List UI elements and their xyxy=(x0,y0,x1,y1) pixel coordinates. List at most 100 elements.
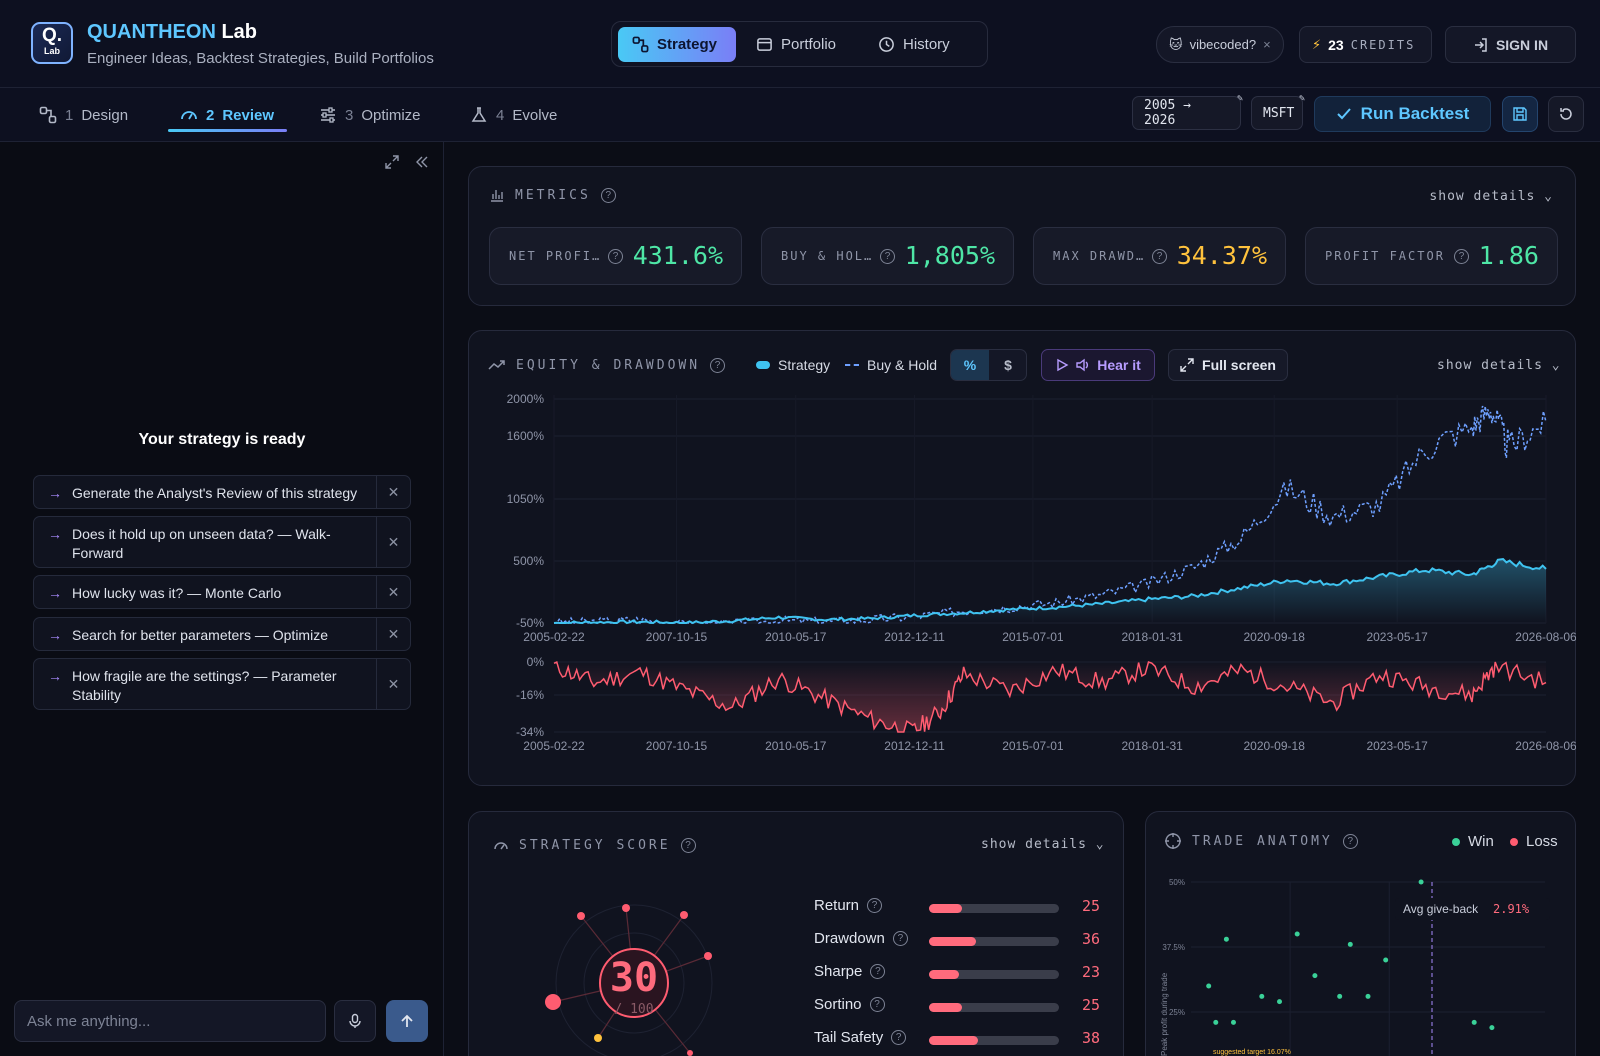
date-range-label: 2005 → 2026 xyxy=(1144,98,1191,128)
refresh-icon xyxy=(1560,108,1572,120)
mode-history-button[interactable]: History xyxy=(864,27,964,62)
score-total: 30 xyxy=(610,955,658,1001)
y-tick-label: 25% xyxy=(1169,1008,1185,1017)
strategy-area xyxy=(554,559,1546,623)
help-icon[interactable]: ? xyxy=(1152,249,1167,264)
metric-value: 1,805% xyxy=(904,241,995,270)
score-category-label: Tail Safety xyxy=(814,1029,884,1046)
dismiss-icon[interactable]: ✕ xyxy=(376,618,410,650)
credits-label: CREDITS xyxy=(1350,37,1416,52)
score-show-details[interactable]: show details ⌄ xyxy=(981,837,1105,852)
legend-win[interactable]: Win xyxy=(1452,833,1494,850)
expand-icon[interactable] xyxy=(384,154,400,170)
clock-icon xyxy=(879,37,894,52)
full-screen-button[interactable]: Full screen xyxy=(1168,349,1288,381)
brand-name: QUANTHEON Lab xyxy=(87,21,257,44)
credits-badge[interactable]: ⚡ 23 CREDITS xyxy=(1299,26,1432,63)
help-icon[interactable]: ? xyxy=(608,249,623,264)
save-button[interactable] xyxy=(1502,96,1538,132)
metric-buy-hold: BUY & HOL… ? 1,805% xyxy=(761,227,1014,285)
speaker-icon xyxy=(1076,358,1089,372)
dollar-toggle[interactable]: $ xyxy=(1004,357,1012,373)
logo-letter: Q. xyxy=(41,25,63,46)
suggestion-item[interactable]: → Generate the Analyst's Review of this … xyxy=(33,475,411,509)
win-point xyxy=(1277,999,1282,1005)
percent-toggle[interactable]: % xyxy=(951,350,989,380)
legend-strategy[interactable]: Strategy xyxy=(756,357,830,373)
sign-in-button[interactable]: SIGN IN xyxy=(1445,26,1576,63)
help-icon[interactable]: ? xyxy=(1342,833,1358,849)
drawdown-area xyxy=(554,662,1546,732)
collapse-panel-icon[interactable] xyxy=(414,154,430,170)
help-icon[interactable]: ? xyxy=(600,187,616,203)
chat-input[interactable] xyxy=(14,1000,326,1042)
x-tick-label: 2005-02-22 xyxy=(523,630,585,644)
dismiss-icon[interactable]: ✕ xyxy=(376,517,410,567)
help-icon[interactable]: ? xyxy=(867,898,883,913)
help-icon[interactable]: ? xyxy=(710,357,726,373)
dismiss-icon[interactable]: ✕ xyxy=(376,576,410,608)
x-tick-label: 2012-12-11 xyxy=(884,630,945,644)
reset-button[interactable] xyxy=(1548,96,1584,132)
x-tick-label: 2007-10-15 xyxy=(646,739,708,753)
score-category: Tail Safety? xyxy=(814,1029,907,1046)
legend-loss[interactable]: Loss xyxy=(1510,833,1558,850)
vibecoded-badge[interactable]: 🐱 vibecoded? × xyxy=(1156,26,1284,63)
bar-chart-icon xyxy=(491,190,503,202)
gauge-icon xyxy=(181,111,197,120)
x-tick-label: 2026-08-06 xyxy=(1515,739,1576,753)
step-number: 2 xyxy=(206,106,215,124)
y-tick-label: 1050% xyxy=(507,492,545,506)
x-tick-label: 2010-05-17 xyxy=(765,739,827,753)
metric-label: PROFIT FACTOR xyxy=(1325,249,1445,263)
legend-buy-hold[interactable]: Buy & Hold xyxy=(845,357,937,373)
help-icon[interactable]: ? xyxy=(680,837,696,853)
strategy-icon xyxy=(632,36,649,53)
score-category: Drawdown? xyxy=(814,930,908,947)
mode-portfolio-button[interactable]: Portfolio xyxy=(742,27,850,62)
step-optimize[interactable]: 3 Optimize xyxy=(319,88,421,142)
close-icon[interactable]: × xyxy=(1263,37,1271,52)
help-icon[interactable]: ? xyxy=(891,1030,907,1045)
metric-label: MAX DRAWD… xyxy=(1053,249,1146,263)
arrow-right-icon: → xyxy=(48,627,62,643)
help-icon[interactable]: ? xyxy=(869,997,885,1012)
score-value: 25 xyxy=(1082,996,1101,1014)
hear-it-button[interactable]: Hear it xyxy=(1041,349,1155,381)
dismiss-icon[interactable]: ✕ xyxy=(376,659,410,709)
suggestion-text: Generate the Analyst's Review of this st… xyxy=(72,485,358,501)
equity-show-details[interactable]: show details ⌄ xyxy=(1437,358,1561,373)
suggestion-item[interactable]: → How lucky was it? — Monte Carlo ✕ xyxy=(33,575,411,609)
suggested-target-label: suggested target 16.07% xyxy=(1213,1049,1291,1056)
help-icon[interactable]: ? xyxy=(892,931,908,946)
lightning-icon: ⚡ xyxy=(1312,36,1322,52)
mode-strategy-button[interactable]: Strategy xyxy=(618,27,736,62)
send-button[interactable] xyxy=(386,1000,428,1042)
step-label: Evolve xyxy=(512,106,558,124)
brand-name-part1: QUANTHEON xyxy=(87,21,216,43)
help-icon[interactable]: ? xyxy=(870,964,886,979)
metrics-title: METRICS ? xyxy=(489,187,616,203)
microphone-button[interactable] xyxy=(334,1000,376,1042)
logo[interactable]: Q. Lab xyxy=(31,22,73,64)
win-point xyxy=(1383,957,1389,963)
ticker-label: MSFT xyxy=(1263,105,1295,121)
suggestion-item[interactable]: → Does it hold up on unseen data? — Walk… xyxy=(33,516,411,568)
run-backtest-button[interactable]: Run Backtest xyxy=(1314,96,1491,132)
suggestion-item[interactable]: → Search for better parameters — Optimiz… xyxy=(33,617,411,651)
step-design[interactable]: 1 Design xyxy=(39,88,128,142)
dismiss-icon[interactable]: ✕ xyxy=(376,476,410,508)
win-point xyxy=(1259,993,1265,999)
win-point xyxy=(1213,1019,1219,1025)
metrics-show-details[interactable]: show details ⌄ xyxy=(1429,189,1553,204)
score-row: Sharpe? 23 xyxy=(814,959,1114,989)
step-evolve[interactable]: 4 Evolve xyxy=(470,88,557,142)
step-review[interactable]: 2 Review xyxy=(180,88,274,142)
date-range-chip[interactable]: 2005 → 2026 ✎ xyxy=(1132,93,1243,130)
help-icon[interactable]: ? xyxy=(880,249,895,264)
ticker-chip[interactable]: MSFT ✎ xyxy=(1251,93,1305,130)
legend-swatch xyxy=(756,361,770,369)
suggestion-item[interactable]: → How fragile are the settings? — Parame… xyxy=(33,658,411,710)
score-bar-track xyxy=(929,904,1059,913)
help-icon[interactable]: ? xyxy=(1454,249,1469,264)
